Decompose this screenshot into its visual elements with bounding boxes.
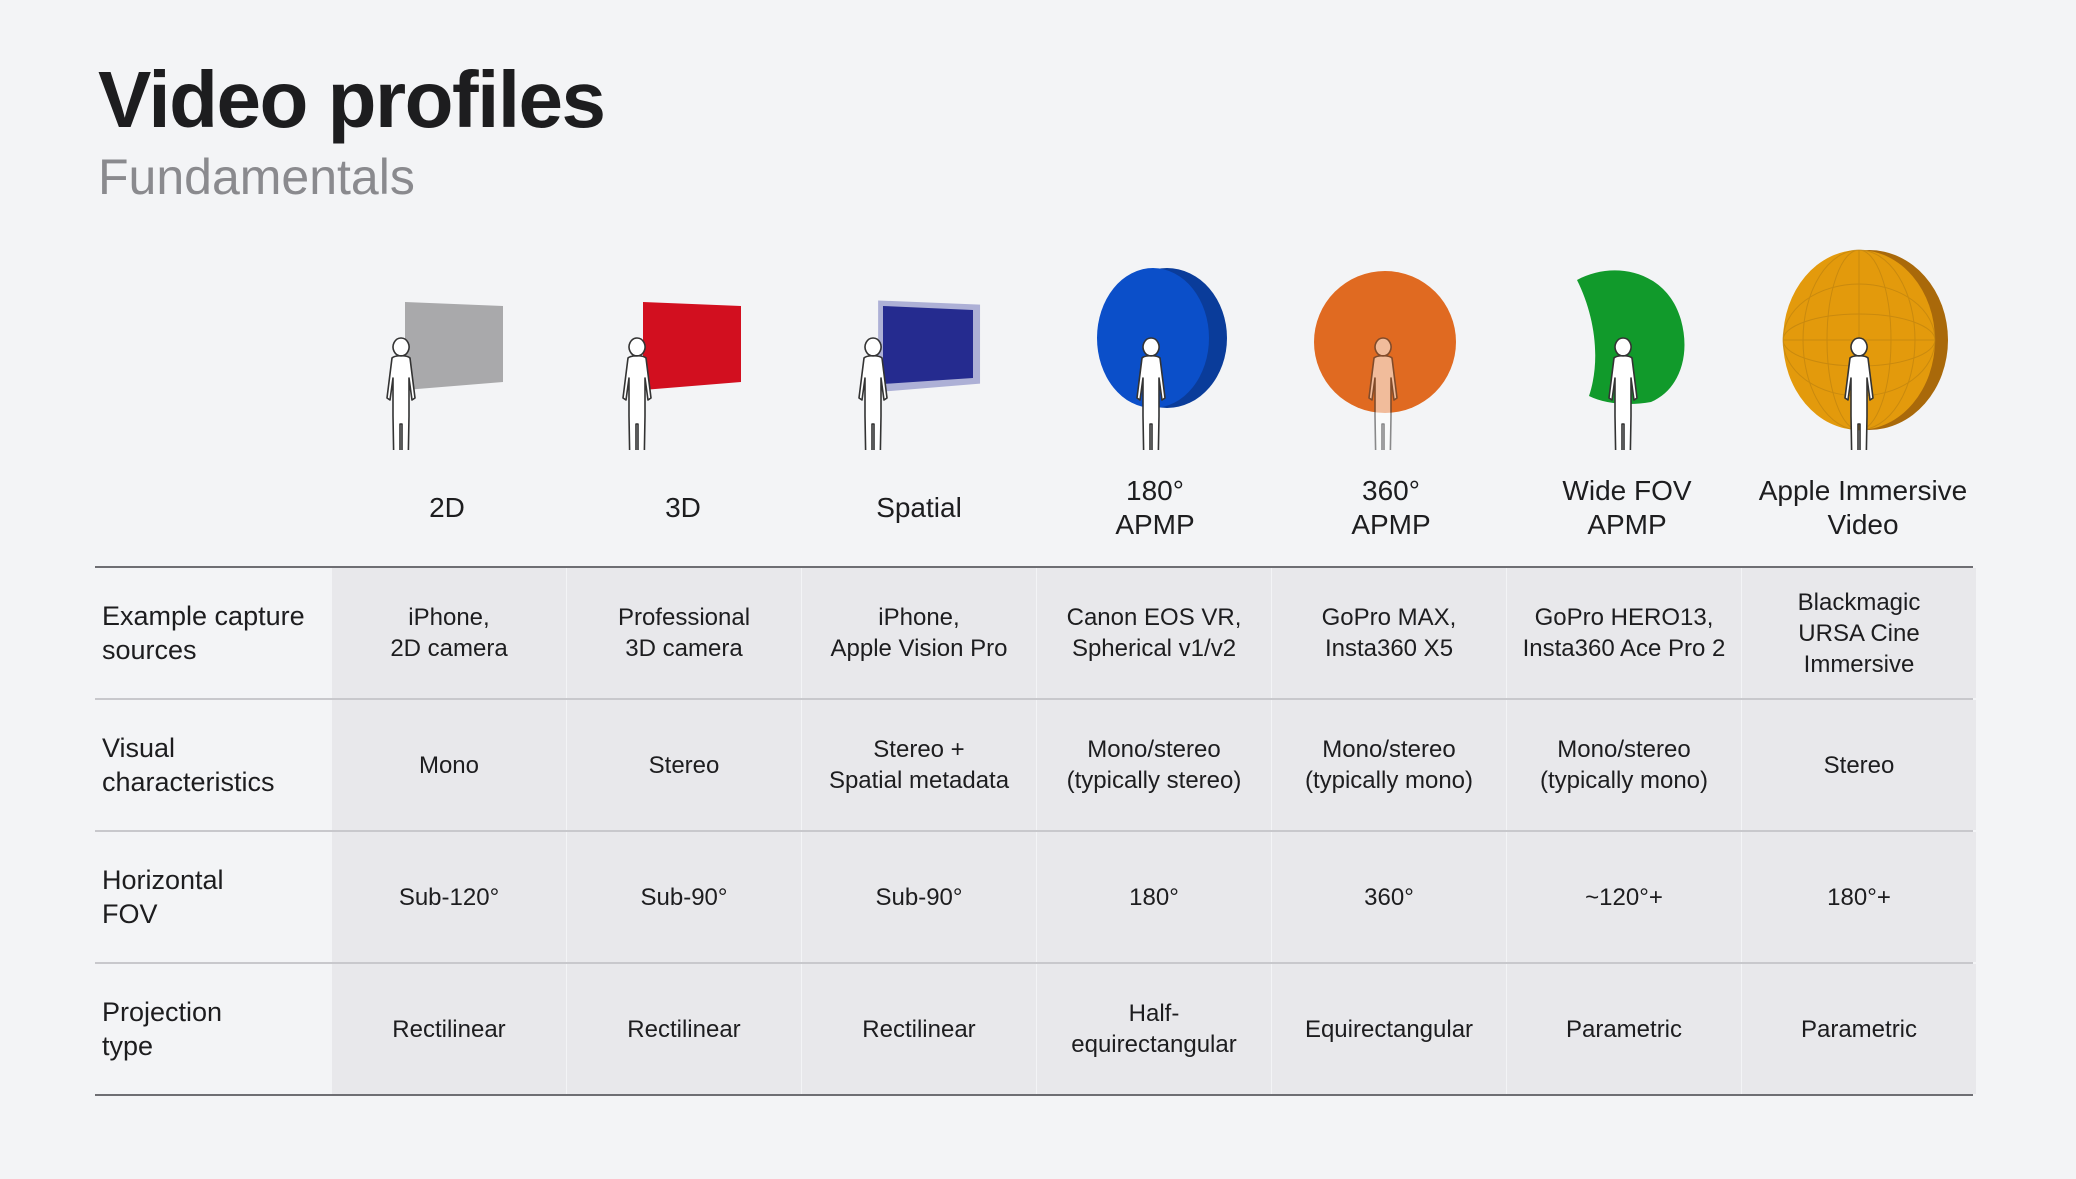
page-title: Video profiles	[98, 55, 606, 144]
panel-shape	[883, 306, 973, 384]
row-header: Projection type	[102, 997, 223, 1061]
profile-label: 360° APMP	[1351, 475, 1431, 540]
table-cell: Parametric	[1506, 964, 1741, 1094]
table-cell: Stereo + Spatial metadata	[801, 700, 1036, 830]
table-cell: 180°	[1036, 832, 1271, 962]
profile-label: 3D	[665, 492, 701, 523]
table-cell: iPhone, Apple Vision Pro	[801, 568, 1036, 698]
profile-label: 2D	[429, 492, 465, 523]
table-cell: Rectilinear	[331, 964, 566, 1094]
table-cell: Mono/stereo (typically mono)	[1271, 700, 1506, 830]
table-cell: Equirectangular	[1271, 964, 1506, 1094]
profile-column-wide-fov-apmp: Wide FOV APMP	[1509, 240, 1745, 540]
panel-shape	[643, 302, 741, 390]
table-top-rule	[95, 566, 1973, 568]
profile-column-spatial: Spatial	[801, 240, 1037, 540]
table-cell: 180°+	[1741, 832, 1976, 962]
comparison-table: Example capture sources iPhone, 2D camera…	[95, 566, 1976, 1096]
table-cell: Half- equirectangular	[1036, 964, 1271, 1094]
table-cell: Rectilinear	[801, 964, 1036, 1094]
hemisphere-grid-illustration	[1782, 249, 1948, 450]
table-cell: Mono	[331, 700, 566, 830]
table-cell: Blackmagic URSA Cine Immersive	[1741, 568, 1976, 698]
table-cell: iPhone, 2D camera	[331, 568, 566, 698]
table-cell: Sub-120°	[331, 832, 566, 962]
table-cell: Sub-90°	[801, 832, 1036, 962]
table-cell: Stereo	[1741, 700, 1976, 830]
sphere-illustration	[1314, 271, 1456, 450]
table-row: Example capture sources iPhone, 2D camera…	[95, 568, 1976, 700]
table-cell: Canon EOS VR, Spherical v1/v2	[1036, 568, 1271, 698]
table-row: Projection type Rectilinear Rectilinear Rec…	[95, 964, 1976, 1096]
table-cell: GoPro MAX, Insta360 X5	[1271, 568, 1506, 698]
table-row: Horizontal FOV Sub-120° Sub-90° Sub-90° 180°…	[95, 832, 1976, 964]
table-cell: Stereo	[566, 700, 801, 830]
flat-panel-illustration	[622, 302, 741, 450]
curved-panel-shape	[1577, 270, 1685, 404]
row-header: Example capture sources	[102, 601, 305, 665]
table-cell: ~120°+	[1506, 832, 1741, 962]
profile-label: Wide FOV APMP	[1562, 475, 1692, 540]
row-header: Visual characteristics	[102, 733, 275, 797]
profile-column-180-apmp: 180° APMP	[1037, 240, 1273, 540]
profile-label: Apple Immersive Video	[1758, 475, 1968, 540]
profile-column-2d: 2D	[329, 240, 565, 540]
table-cell: GoPro HERO13, Insta360 Ace Pro 2	[1506, 568, 1741, 698]
table-cell: Rectilinear	[566, 964, 801, 1094]
profile-column-360-apmp: 360° APMP	[1273, 240, 1509, 540]
panel-shape	[405, 302, 503, 390]
table-cell: Sub-90°	[566, 832, 801, 962]
flat-panel-glow-illustration	[858, 300, 981, 450]
hemisphere-illustration	[1097, 268, 1227, 450]
table-cell: 360°	[1271, 832, 1506, 962]
profile-column-3d: 3D	[565, 240, 801, 540]
table-row: Visual characteristics Mono Stereo Stereo +…	[95, 700, 1976, 832]
table-cell: Mono/stereo (typically stereo)	[1036, 700, 1271, 830]
profile-label: Spatial	[876, 492, 962, 523]
row-header: Horizontal FOV	[102, 865, 224, 929]
profile-label: 180° APMP	[1115, 475, 1195, 540]
table-cell: Mono/stereo (typically mono)	[1506, 700, 1741, 830]
flat-panel-illustration	[386, 302, 503, 450]
page-subtitle: Fundamentals	[98, 149, 415, 205]
curved-panel-illustration	[1577, 270, 1685, 450]
profile-column-apple-immersive-video: Apple Immersive Video	[1745, 240, 1981, 540]
table-cell: Professional 3D camera	[566, 568, 801, 698]
table-cell: Parametric	[1741, 964, 1976, 1094]
